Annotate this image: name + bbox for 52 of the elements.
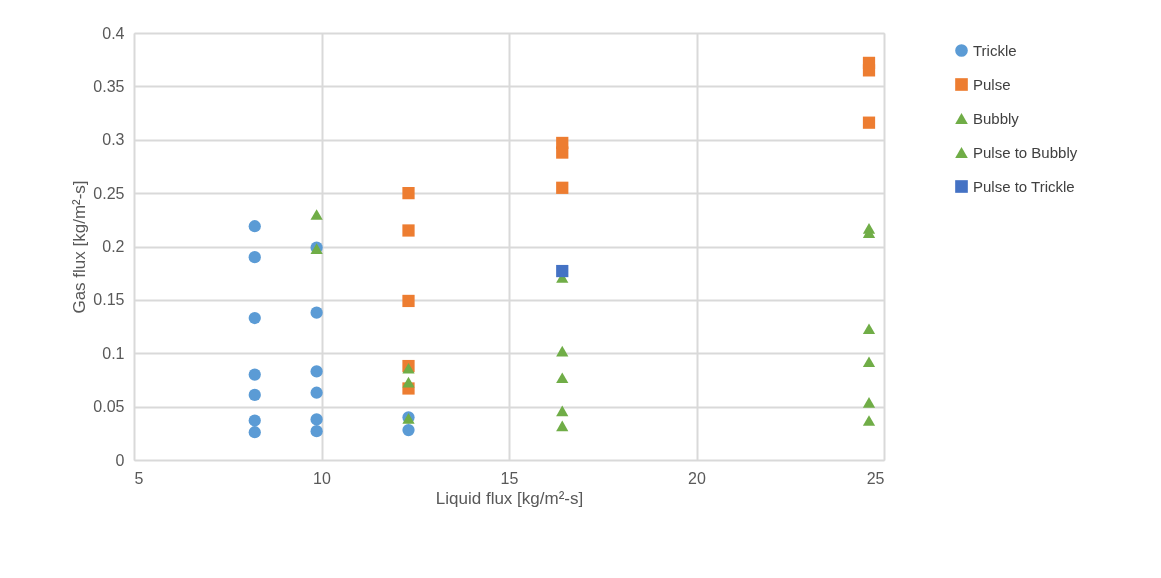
point (248, 388, 261, 401)
point (402, 224, 415, 237)
point (402, 294, 415, 308)
x-tick-label: 10 (313, 469, 331, 487)
point (248, 311, 261, 325)
y-tick-label: 0.05 (93, 398, 125, 416)
legend-label: Bubbly (973, 109, 1020, 127)
x-tick-label: 20 (688, 469, 706, 487)
point (402, 187, 415, 200)
point (310, 413, 323, 426)
legend-label: Pulse to Bubbly (973, 143, 1078, 161)
point (862, 356, 876, 368)
point (556, 372, 569, 384)
point (248, 368, 261, 381)
y-tick-label: 0.1 (102, 344, 125, 362)
point (862, 415, 876, 426)
x-tick-label: 15 (500, 469, 519, 487)
point (862, 64, 876, 77)
point (402, 424, 415, 437)
point (310, 425, 323, 438)
point (310, 209, 323, 220)
point (556, 146, 569, 159)
point (310, 365, 323, 378)
point (402, 376, 415, 388)
x-axis-title: Liquid flux [kg/m²-s] (435, 488, 584, 508)
point (248, 426, 261, 439)
point (556, 345, 569, 357)
y-tick-label: 0.35 (93, 77, 125, 95)
y-tick-label: 0.15 (93, 291, 125, 309)
point (862, 397, 876, 408)
y-axis-title: Gas flux [kg/m²-s] (70, 180, 90, 314)
legend-label: Pulse to Trickle (973, 177, 1075, 195)
point (556, 181, 569, 194)
point (862, 116, 876, 129)
y-tick-label: 0.3 (102, 131, 125, 149)
y-tick-label: 0.2 (102, 238, 125, 255)
point (556, 264, 569, 278)
y-tick-label: 0.4 (102, 24, 125, 42)
point (248, 414, 261, 427)
point (310, 386, 323, 399)
y-tick-label: 0.25 (93, 184, 125, 202)
point (248, 251, 261, 264)
point (556, 420, 569, 432)
point (248, 220, 261, 233)
point (556, 405, 569, 417)
legend-label: Trickle (973, 41, 1017, 59)
point (310, 306, 323, 319)
point (862, 323, 876, 334)
x-tick-label: 5 (134, 469, 144, 487)
legend-label: Pulse (973, 75, 1011, 93)
y-tick-label: 0 (115, 451, 125, 469)
x-tick-label: 25 (866, 469, 885, 487)
